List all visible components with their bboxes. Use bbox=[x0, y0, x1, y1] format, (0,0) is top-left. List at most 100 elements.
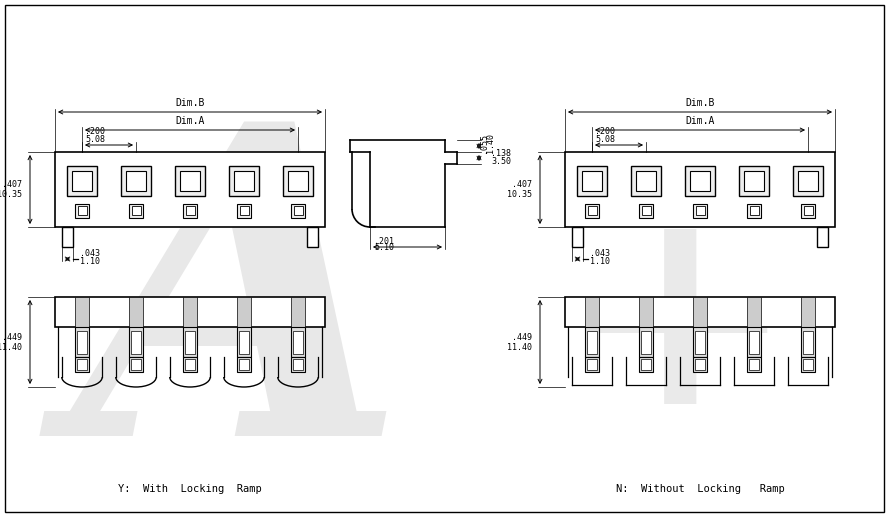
Text: .043: .043 bbox=[590, 250, 610, 258]
Bar bbox=[237, 357, 251, 372]
Bar bbox=[804, 206, 813, 215]
Bar bbox=[77, 359, 87, 370]
Bar bbox=[642, 206, 651, 215]
Bar bbox=[695, 331, 705, 354]
Bar bbox=[639, 327, 653, 357]
Bar bbox=[239, 206, 249, 215]
Bar bbox=[803, 331, 813, 354]
Bar bbox=[291, 327, 305, 357]
Bar bbox=[693, 204, 707, 218]
Bar bbox=[291, 297, 305, 327]
Bar bbox=[803, 359, 813, 370]
Bar bbox=[639, 357, 653, 372]
Bar bbox=[75, 327, 89, 357]
Bar bbox=[588, 206, 597, 215]
Bar bbox=[801, 327, 815, 357]
Bar bbox=[747, 297, 761, 327]
Bar bbox=[749, 331, 759, 354]
Bar bbox=[293, 206, 302, 215]
Text: Dim.A: Dim.A bbox=[175, 116, 204, 126]
Text: .043: .043 bbox=[80, 250, 100, 258]
Bar bbox=[749, 206, 758, 215]
Bar bbox=[62, 227, 73, 247]
Bar bbox=[55, 152, 325, 227]
Text: 5.10: 5.10 bbox=[374, 244, 394, 252]
Bar bbox=[77, 206, 86, 215]
Bar bbox=[744, 171, 764, 190]
Bar bbox=[798, 171, 818, 190]
Bar bbox=[185, 359, 195, 370]
Bar bbox=[291, 204, 305, 218]
Bar bbox=[67, 165, 97, 195]
Bar bbox=[72, 171, 92, 190]
Bar bbox=[582, 171, 602, 190]
Bar bbox=[291, 357, 305, 372]
Bar bbox=[565, 297, 835, 327]
Bar bbox=[75, 357, 89, 372]
Bar bbox=[685, 165, 715, 195]
Bar bbox=[747, 357, 761, 372]
Bar bbox=[585, 204, 599, 218]
Bar bbox=[129, 357, 143, 372]
Bar bbox=[293, 331, 303, 354]
Bar bbox=[639, 297, 653, 327]
Text: 5.08: 5.08 bbox=[595, 135, 615, 144]
Text: Y:  With  Locking  Ramp: Y: With Locking Ramp bbox=[118, 484, 262, 494]
Bar bbox=[131, 359, 141, 370]
Bar bbox=[793, 165, 823, 195]
Bar bbox=[587, 331, 597, 354]
Text: 10.35: 10.35 bbox=[507, 190, 532, 199]
Bar bbox=[690, 171, 710, 190]
Bar bbox=[239, 331, 249, 354]
Text: .449: .449 bbox=[512, 332, 532, 342]
Text: 1.10: 1.10 bbox=[80, 257, 100, 266]
Bar bbox=[293, 359, 303, 370]
Bar bbox=[585, 357, 599, 372]
Bar bbox=[749, 359, 759, 370]
Bar bbox=[121, 165, 151, 195]
Text: .200: .200 bbox=[595, 128, 615, 136]
Bar bbox=[747, 204, 761, 218]
Bar bbox=[572, 227, 583, 247]
Bar bbox=[739, 165, 769, 195]
Bar bbox=[641, 359, 651, 370]
Bar bbox=[817, 227, 828, 247]
Text: 1.10: 1.10 bbox=[590, 257, 610, 266]
Bar bbox=[75, 204, 89, 218]
Bar bbox=[695, 206, 704, 215]
Bar bbox=[183, 297, 197, 327]
Bar bbox=[641, 331, 651, 354]
Text: 5.08: 5.08 bbox=[85, 135, 105, 144]
Bar bbox=[565, 152, 835, 227]
Bar bbox=[229, 165, 259, 195]
Bar bbox=[585, 327, 599, 357]
Bar bbox=[129, 204, 143, 218]
Bar bbox=[587, 359, 597, 370]
Text: A: A bbox=[73, 108, 407, 517]
Bar bbox=[585, 297, 599, 327]
Bar bbox=[639, 204, 653, 218]
Bar bbox=[183, 357, 197, 372]
Bar bbox=[55, 297, 325, 327]
Text: 1.40: 1.40 bbox=[485, 133, 494, 153]
Text: .138: .138 bbox=[491, 149, 511, 159]
Bar bbox=[175, 165, 205, 195]
Text: .449: .449 bbox=[2, 332, 22, 342]
Bar bbox=[126, 171, 146, 190]
Text: 3.50: 3.50 bbox=[491, 157, 511, 165]
Text: +: + bbox=[564, 192, 797, 462]
Bar bbox=[75, 297, 89, 327]
Bar bbox=[695, 359, 705, 370]
Bar bbox=[693, 297, 707, 327]
Bar bbox=[129, 297, 143, 327]
Bar bbox=[577, 165, 607, 195]
Text: .055: .055 bbox=[479, 133, 488, 153]
Text: 11.40: 11.40 bbox=[507, 342, 532, 352]
Text: N:  Without  Locking   Ramp: N: Without Locking Ramp bbox=[615, 484, 784, 494]
Bar bbox=[307, 227, 318, 247]
Text: 10.35: 10.35 bbox=[0, 190, 22, 199]
Bar bbox=[636, 171, 656, 190]
Text: .201: .201 bbox=[374, 236, 394, 246]
Bar bbox=[180, 171, 200, 190]
Bar bbox=[693, 357, 707, 372]
